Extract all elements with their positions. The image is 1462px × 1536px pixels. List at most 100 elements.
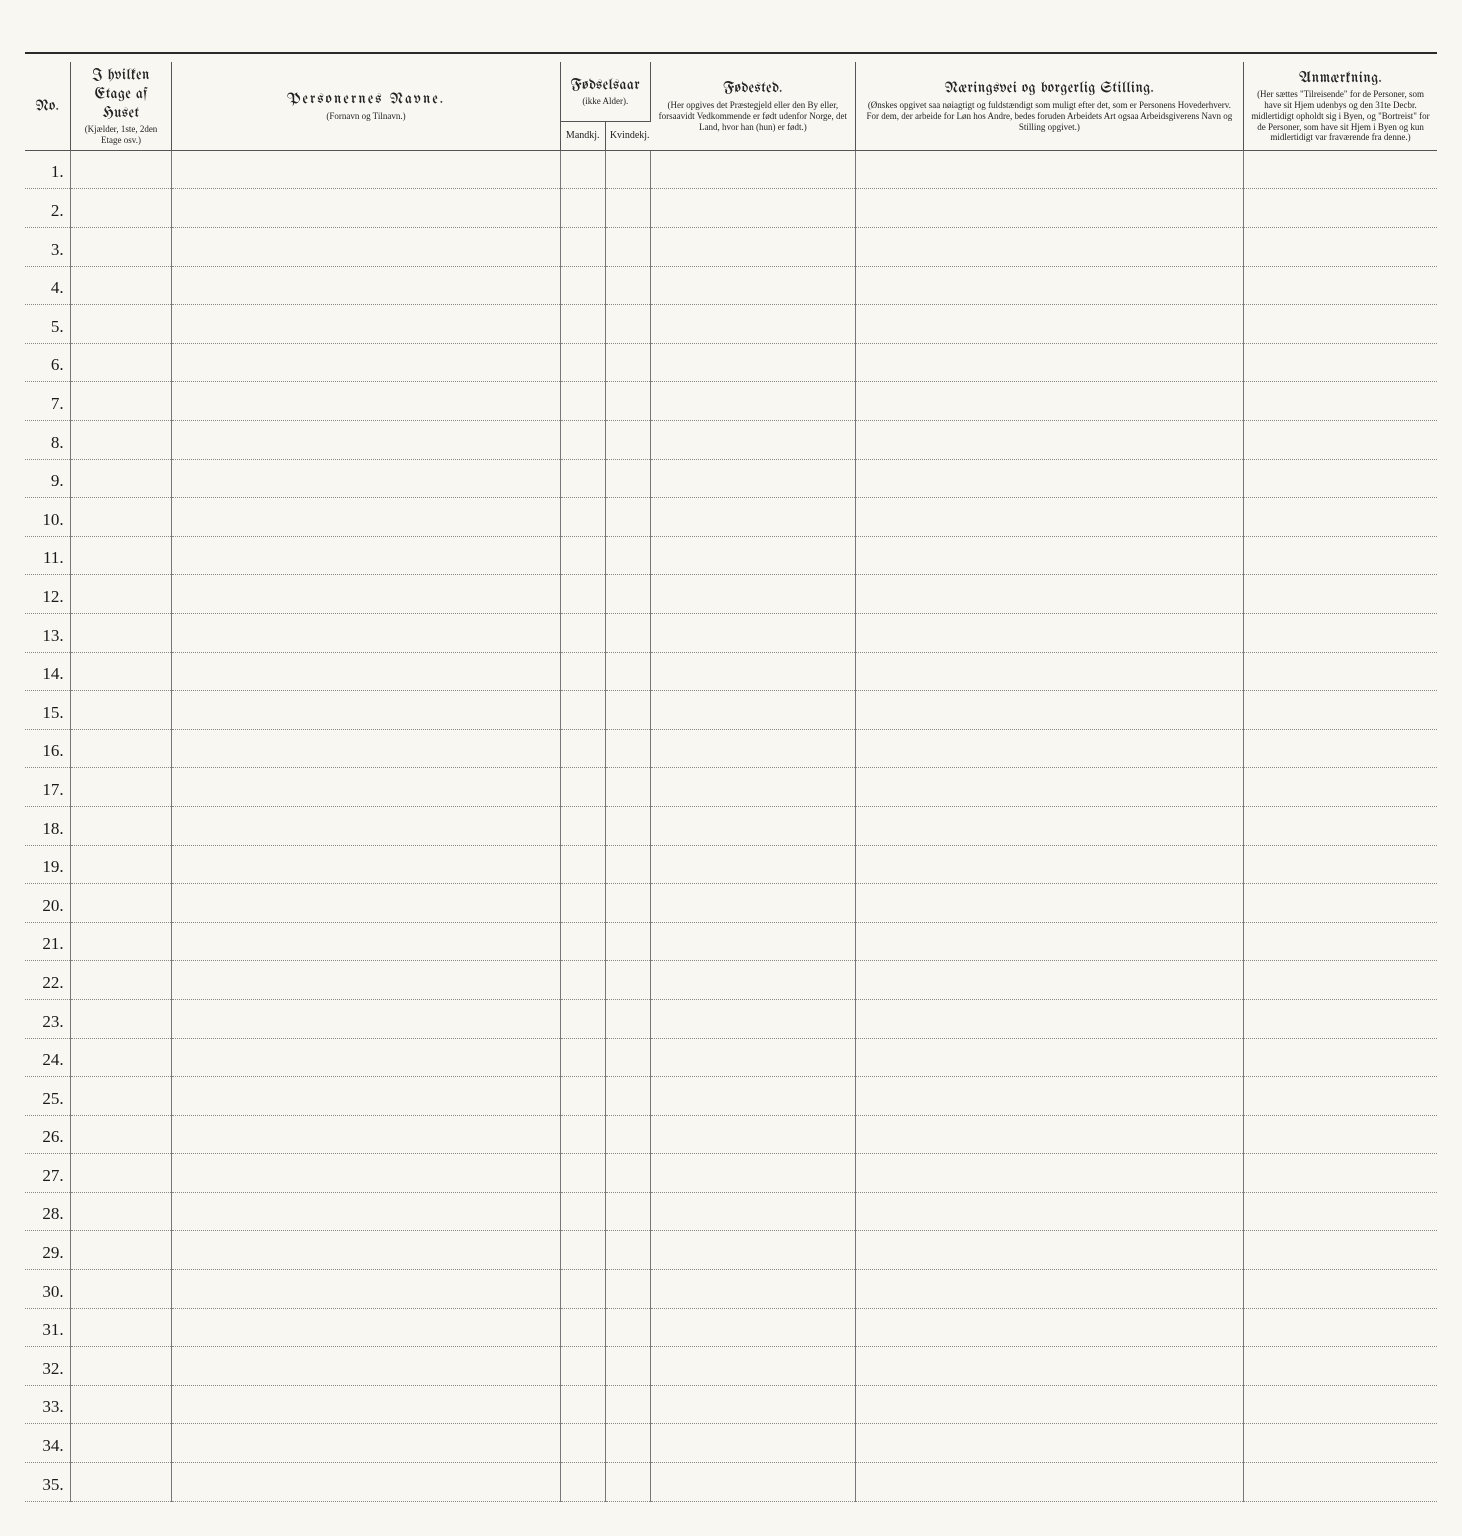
- cell-year-female: [605, 228, 650, 267]
- cell-birthplace: [650, 1463, 855, 1502]
- cell-occupation: [855, 1347, 1243, 1386]
- table-row: 15.: [25, 691, 1437, 730]
- cell-name: [172, 1347, 560, 1386]
- cell-no: 35.: [25, 1463, 70, 1502]
- cell-floor: [70, 1463, 172, 1502]
- cell-occupation: [855, 999, 1243, 1038]
- cell-name: [172, 922, 560, 961]
- cell-occupation: [855, 421, 1243, 460]
- cell-birthplace: [650, 1038, 855, 1077]
- cell-no: 5.: [25, 305, 70, 344]
- cell-birthplace: [650, 1347, 855, 1386]
- header-birthyear: Fødselsaar (ikke Alder).: [560, 62, 650, 121]
- cell-remarks: [1244, 536, 1437, 575]
- cell-year-female: [605, 1038, 650, 1077]
- cell-year-female: [605, 189, 650, 228]
- cell-floor: [70, 999, 172, 1038]
- cell-floor: [70, 266, 172, 305]
- cell-year-male: [560, 652, 605, 691]
- cell-year-male: [560, 1347, 605, 1386]
- table-row: 28.: [25, 1192, 1437, 1231]
- cell-birthplace: [650, 1077, 855, 1116]
- cell-birthplace: [650, 305, 855, 344]
- cell-birthplace: [650, 961, 855, 1000]
- cell-no: 10.: [25, 498, 70, 537]
- cell-floor: [70, 1231, 172, 1270]
- cell-remarks: [1244, 1270, 1437, 1309]
- cell-year-male: [560, 884, 605, 923]
- cell-birthplace: [650, 228, 855, 267]
- cell-floor: [70, 884, 172, 923]
- table-row: 13.: [25, 613, 1437, 652]
- table-row: 4.: [25, 266, 1437, 305]
- cell-floor: [70, 1154, 172, 1193]
- cell-remarks: [1244, 1308, 1437, 1347]
- cell-remarks: [1244, 652, 1437, 691]
- cell-no: 15.: [25, 691, 70, 730]
- cell-year-male: [560, 189, 605, 228]
- cell-floor: [70, 421, 172, 460]
- cell-occupation: [855, 652, 1243, 691]
- cell-name: [172, 498, 560, 537]
- cell-no: 21.: [25, 922, 70, 961]
- cell-year-male: [560, 1115, 605, 1154]
- cell-no: 18.: [25, 806, 70, 845]
- table-row: 33.: [25, 1385, 1437, 1424]
- header-floor-title: I hvilken Etage af Huset: [92, 67, 150, 121]
- table-row: 30.: [25, 1270, 1437, 1309]
- cell-occupation: [855, 1270, 1243, 1309]
- table-row: 21.: [25, 922, 1437, 961]
- cell-no: 19.: [25, 845, 70, 884]
- cell-year-female: [605, 421, 650, 460]
- header-name-sub: (Fornavn og Tilnavn.): [178, 111, 553, 122]
- table-row: 22.: [25, 961, 1437, 1000]
- cell-remarks: [1244, 150, 1437, 189]
- cell-no: 3.: [25, 228, 70, 267]
- cell-birthplace: [650, 1270, 855, 1309]
- header-no: No.: [25, 62, 70, 150]
- cell-occupation: [855, 459, 1243, 498]
- header-occupation-title: Næringsvei og borgerlig Stilling.: [945, 80, 1154, 96]
- table-row: 10.: [25, 498, 1437, 537]
- header-birthyear-female: Kvindekj.: [605, 121, 650, 150]
- header-occupation: Næringsvei og borgerlig Stilling. (Ønske…: [855, 62, 1243, 150]
- cell-floor: [70, 228, 172, 267]
- cell-birthplace: [650, 1192, 855, 1231]
- table-row: 16.: [25, 729, 1437, 768]
- cell-remarks: [1244, 498, 1437, 537]
- header-remarks-title: Anmærkning.: [1299, 70, 1382, 86]
- cell-floor: [70, 1385, 172, 1424]
- cell-remarks: [1244, 1154, 1437, 1193]
- cell-name: [172, 729, 560, 768]
- cell-no: 23.: [25, 999, 70, 1038]
- cell-no: 34.: [25, 1424, 70, 1463]
- cell-occupation: [855, 498, 1243, 537]
- cell-year-male: [560, 1385, 605, 1424]
- cell-name: [172, 343, 560, 382]
- cell-occupation: [855, 884, 1243, 923]
- cell-year-male: [560, 1308, 605, 1347]
- cell-year-female: [605, 150, 650, 189]
- cell-name: [172, 459, 560, 498]
- cell-year-male: [560, 1077, 605, 1116]
- cell-name: [172, 768, 560, 807]
- cell-occupation: [855, 1154, 1243, 1193]
- cell-name: [172, 266, 560, 305]
- cell-remarks: [1244, 459, 1437, 498]
- header-birthplace: Fødested. (Her opgives det Præstegjeld e…: [650, 62, 855, 150]
- cell-floor: [70, 1115, 172, 1154]
- cell-floor: [70, 536, 172, 575]
- cell-occupation: [855, 1115, 1243, 1154]
- table-row: 29.: [25, 1231, 1437, 1270]
- cell-birthplace: [650, 575, 855, 614]
- table-row: 25.: [25, 1077, 1437, 1116]
- cell-floor: [70, 613, 172, 652]
- cell-floor: [70, 729, 172, 768]
- cell-birthplace: [650, 189, 855, 228]
- cell-floor: [70, 189, 172, 228]
- cell-floor: [70, 382, 172, 421]
- cell-name: [172, 189, 560, 228]
- header-no-title: No.: [36, 98, 60, 114]
- cell-no: 16.: [25, 729, 70, 768]
- cell-remarks: [1244, 189, 1437, 228]
